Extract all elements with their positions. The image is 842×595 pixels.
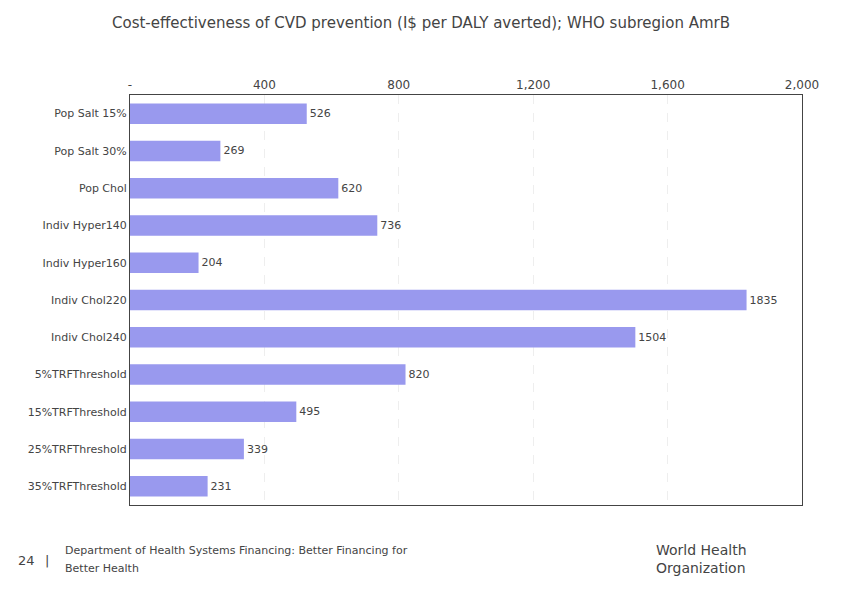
- svg-text:Pop Chol: Pop Chol: [79, 182, 127, 195]
- svg-text:231: 231: [211, 480, 232, 493]
- svg-text:1504: 1504: [638, 331, 666, 344]
- svg-text:Pop Salt 30%: Pop Salt 30%: [54, 145, 127, 158]
- svg-text:5%TRFThreshold: 5%TRFThreshold: [35, 368, 127, 381]
- svg-text:Pop Salt 15%: Pop Salt 15%: [54, 107, 127, 120]
- svg-text:339: 339: [247, 443, 268, 456]
- svg-text:Department of Health Systems F: Department of Health Systems Financing: …: [65, 544, 408, 557]
- svg-text:1,200: 1,200: [516, 78, 550, 92]
- svg-text:526: 526: [310, 107, 331, 120]
- svg-text:25%TRFThreshold: 25%TRFThreshold: [28, 443, 127, 456]
- svg-text:Indiv Chol220: Indiv Chol220: [51, 294, 127, 307]
- svg-text:495: 495: [299, 405, 320, 418]
- svg-text:Organization: Organization: [656, 560, 746, 576]
- svg-text:269: 269: [223, 144, 244, 157]
- svg-text:Cost-effectiveness of CVD prev: Cost-effectiveness of CVD prevention (I$…: [112, 14, 730, 32]
- svg-text:1835: 1835: [750, 294, 778, 307]
- svg-text:400: 400: [253, 78, 276, 92]
- svg-text:620: 620: [341, 182, 362, 195]
- svg-text:35%TRFThreshold: 35%TRFThreshold: [28, 480, 127, 493]
- svg-text:Better Health: Better Health: [65, 562, 139, 575]
- svg-text:204: 204: [202, 256, 223, 269]
- svg-text:736: 736: [380, 219, 401, 232]
- svg-text:15%TRFThreshold: 15%TRFThreshold: [28, 406, 127, 419]
- svg-text:-: -: [128, 78, 132, 92]
- svg-text:Indiv Chol240: Indiv Chol240: [51, 331, 127, 344]
- svg-text:Indiv Hyper140: Indiv Hyper140: [42, 219, 126, 232]
- svg-text:1,600: 1,600: [650, 78, 684, 92]
- svg-text:World Health: World Health: [656, 542, 747, 558]
- svg-text:24: 24: [18, 553, 35, 568]
- svg-text:2,000: 2,000: [785, 78, 819, 92]
- svg-text:Indiv Hyper160: Indiv Hyper160: [42, 257, 126, 270]
- svg-text:|: |: [45, 553, 49, 568]
- svg-text:800: 800: [387, 78, 410, 92]
- svg-text:820: 820: [409, 368, 430, 381]
